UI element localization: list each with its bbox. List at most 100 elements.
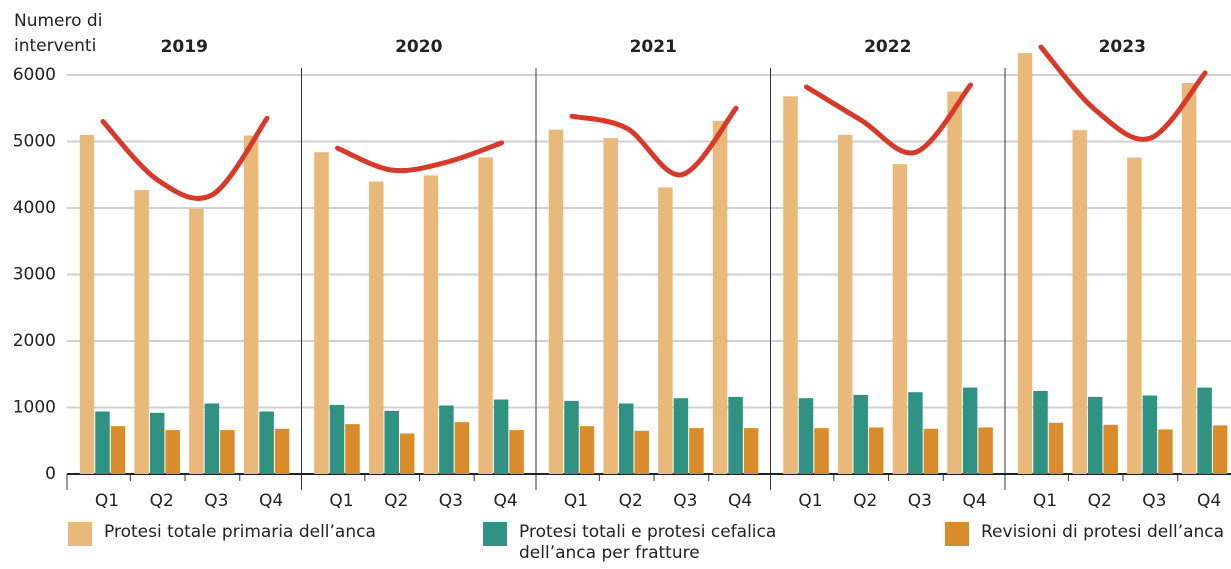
bar	[384, 410, 399, 474]
bar	[1072, 130, 1087, 474]
x-tick-label: Q4	[493, 491, 517, 511]
legend-swatch	[945, 522, 969, 546]
group-label: 2019	[161, 37, 208, 57]
legend-item: Revisioni di protesi dell’anca	[945, 522, 1231, 546]
bar	[1197, 387, 1212, 474]
bar	[1212, 425, 1228, 474]
bar	[454, 422, 470, 474]
x-tick-label: Q3	[673, 491, 697, 511]
bar	[548, 129, 564, 474]
legend-label: Protesi totale primaria dell’anca	[104, 522, 376, 542]
bar	[1142, 395, 1158, 474]
legend-item: Protesi totali e protesi cefalica dell’a…	[483, 522, 839, 564]
y-tick-label: 1000	[13, 398, 56, 418]
bar	[962, 387, 978, 474]
bar	[689, 428, 704, 474]
x-tick-label: Q2	[384, 491, 408, 511]
group-label: 2023	[1099, 37, 1146, 57]
x-tick-label: Q4	[259, 491, 283, 511]
bar	[658, 187, 673, 474]
x-tick-label: Q4	[1197, 491, 1221, 511]
line	[1038, 44, 1208, 142]
y-tick-label: 3000	[13, 265, 56, 285]
bar	[423, 175, 439, 475]
bar	[783, 96, 798, 474]
bar	[1127, 157, 1142, 474]
bar	[259, 411, 274, 474]
group-label: 2021	[630, 37, 677, 57]
bar	[189, 208, 204, 475]
bar	[618, 403, 634, 474]
bar	[1033, 390, 1048, 474]
bar	[110, 426, 126, 474]
y-tick-label: 5000	[13, 132, 56, 152]
line	[100, 115, 270, 201]
bar	[603, 138, 618, 475]
group-label: 2022	[864, 37, 911, 57]
bar	[134, 190, 149, 475]
bar	[1158, 429, 1173, 474]
bar	[368, 181, 384, 474]
bar	[1048, 422, 1064, 474]
bar	[314, 152, 329, 474]
bar	[853, 394, 868, 474]
bar	[220, 430, 235, 474]
legend-label: Revisioni di protesi dell’anca	[981, 522, 1225, 542]
y-tick-label: 4000	[13, 198, 56, 218]
bar	[978, 427, 993, 474]
bar	[892, 164, 908, 475]
y-tick-label: 0	[45, 464, 56, 484]
legend-swatch	[68, 522, 92, 546]
legend-item: Protesi totale primaria dell’anca	[68, 522, 464, 546]
line	[804, 82, 974, 156]
y-tick-label: 6000	[13, 65, 56, 85]
bar	[868, 427, 884, 474]
bar	[165, 430, 180, 474]
bar	[947, 91, 962, 474]
bar	[814, 428, 829, 474]
bar	[579, 426, 595, 474]
bar	[79, 134, 95, 474]
legend-swatch	[483, 522, 507, 546]
bar	[798, 398, 814, 474]
bar	[399, 433, 415, 474]
x-tick-label: Q1	[798, 491, 822, 511]
line	[335, 140, 505, 174]
x-tick-label: Q1	[1033, 491, 1057, 511]
x-tick-label: Q3	[439, 491, 463, 511]
x-tick-label: Q1	[564, 491, 588, 511]
bar	[564, 400, 579, 474]
y-axis-label: interventi	[14, 36, 96, 56]
x-tick-label: Q2	[150, 491, 174, 511]
bar	[673, 398, 689, 474]
bar	[634, 430, 649, 474]
x-tick-label: Q3	[1142, 491, 1166, 511]
bar	[345, 424, 360, 474]
x-tick-label: Q2	[853, 491, 877, 511]
bar	[1181, 82, 1197, 474]
x-tick-label: Q1	[329, 491, 353, 511]
bar	[95, 411, 110, 474]
bar	[509, 430, 524, 474]
bar	[493, 399, 509, 474]
bar	[1017, 53, 1033, 475]
x-tick-label: Q2	[619, 491, 643, 511]
bar	[204, 403, 220, 474]
bar	[728, 396, 743, 474]
group-label: 2020	[395, 37, 442, 57]
x-tick-label: Q1	[95, 491, 119, 511]
legend-label: Protesi totali e protesi cefalica dell’a…	[519, 522, 777, 563]
y-axis-label: Numero di	[14, 11, 102, 31]
bar	[439, 405, 454, 474]
bar	[274, 428, 290, 474]
bar	[243, 135, 259, 474]
line	[569, 105, 739, 178]
bar	[478, 157, 493, 474]
bar	[837, 134, 853, 474]
bar	[1087, 396, 1103, 474]
bar	[908, 392, 923, 474]
x-tick-label: Q4	[962, 491, 986, 511]
x-tick-label: Q4	[728, 491, 752, 511]
